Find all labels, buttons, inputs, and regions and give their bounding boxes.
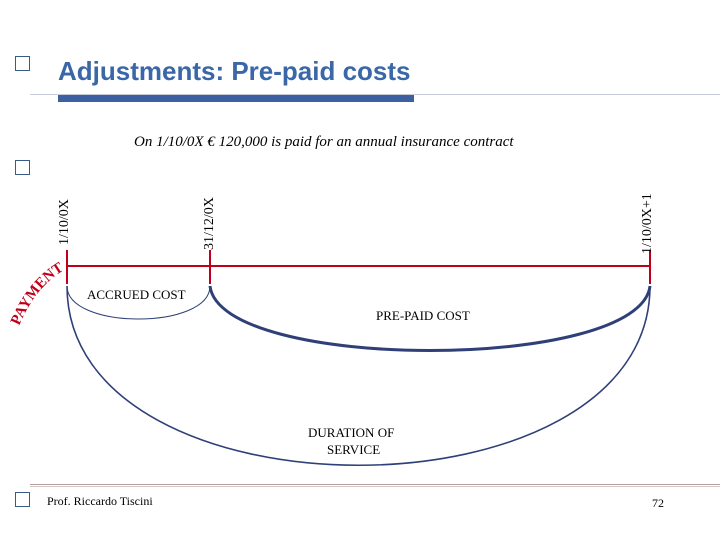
payment-label: PAYMENT: [8, 260, 66, 328]
bullet-square-top: [15, 56, 30, 71]
footer-author: Prof. Riccardo Tiscini: [47, 494, 153, 508]
date-year-end-label: 31/12/0X: [202, 197, 217, 250]
date-end-label: 1/10/0X+1: [640, 193, 655, 254]
prepaid-cost-arc: [208, 285, 652, 352]
page-number: 72: [652, 496, 664, 510]
duration-label-line1: DURATION OF: [308, 425, 395, 440]
accrued-cost-arc: [66, 285, 211, 320]
bullet-square-bottom: [15, 492, 30, 507]
duration-label-line2: SERVICE: [327, 442, 381, 457]
duration-arc: [66, 285, 651, 466]
accrued-cost-label: ACCRUED COST: [87, 287, 186, 302]
footer-divider-secondary: [30, 486, 720, 487]
prepaid-cost-label: PRE-PAID COST: [376, 308, 470, 323]
bullet-square-mid: [15, 160, 30, 175]
footer-divider: [30, 484, 720, 485]
date-start-label: 1/10/0X: [57, 199, 72, 245]
slide-subtitle: On 1/10/0X € 120,000 is paid for an annu…: [134, 134, 514, 150]
slide-title: Adjustments: Pre-paid costs: [58, 56, 411, 86]
title-underline-accent: [58, 95, 414, 102]
title-underline-light: [30, 94, 720, 95]
